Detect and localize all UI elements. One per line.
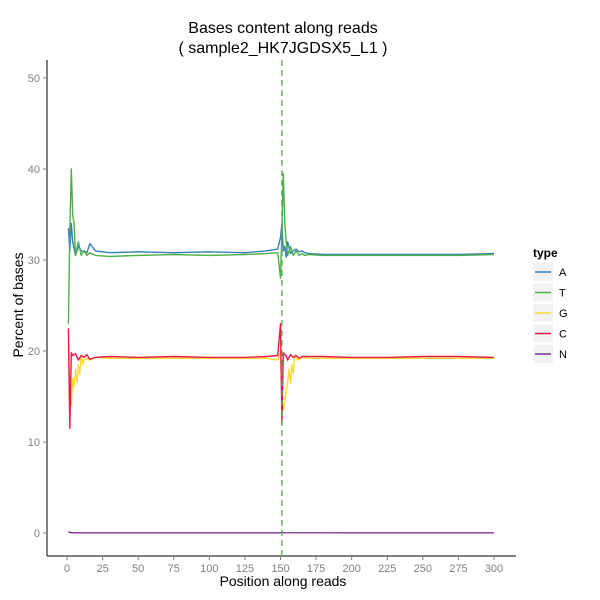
x-tick-label: 300 <box>485 563 503 575</box>
legend-label-t: T <box>559 288 566 300</box>
series-line-g <box>67 341 494 411</box>
x-tick-label: 100 <box>200 563 218 575</box>
series-line-n <box>68 531 494 534</box>
series-line-a <box>67 222 495 258</box>
chart-title-line1: Bases content along reads <box>188 20 377 37</box>
plot-area: 0 10 20 30 40 50 0 25 50 75 100 125 150 175 200 225 250 2… <box>28 60 516 575</box>
x-tick-label: 250 <box>414 563 432 575</box>
series-line-t <box>67 168 495 324</box>
chart-title-line2: ( sample2_HK7JGDSX5_L1 ) <box>179 40 388 57</box>
legend-label-c: C <box>559 329 567 341</box>
x-tick-label: 25 <box>96 563 108 575</box>
legend-label-g: G <box>559 308 568 320</box>
y-axis-title: Percent of bases <box>10 252 26 357</box>
x-tick-label: 0 <box>64 563 70 575</box>
legend-label-a: A <box>559 267 567 279</box>
x-tick-label: 200 <box>342 563 360 575</box>
x-axis-title: Position along reads <box>220 573 347 589</box>
x-tick-label: 125 <box>236 563 254 575</box>
y-tick-label: 10 <box>28 437 40 449</box>
x-tick-label: 175 <box>307 563 325 575</box>
x-tick-label: 225 <box>378 563 396 575</box>
x-tick-label: 50 <box>132 563 144 575</box>
series-line-c <box>67 323 495 430</box>
x-tick-label: 150 <box>271 563 289 575</box>
y-tick-label: 20 <box>28 346 40 358</box>
y-tick-label: 50 <box>28 73 40 85</box>
y-tick-label: 0 <box>34 528 40 540</box>
legend-label-n: N <box>559 349 567 361</box>
y-tick-label: 40 <box>28 164 40 176</box>
x-tick-label: 275 <box>449 563 467 575</box>
x-tick-label: 75 <box>168 563 180 575</box>
y-tick-label: 30 <box>28 255 40 267</box>
legend-title: type <box>533 246 558 260</box>
